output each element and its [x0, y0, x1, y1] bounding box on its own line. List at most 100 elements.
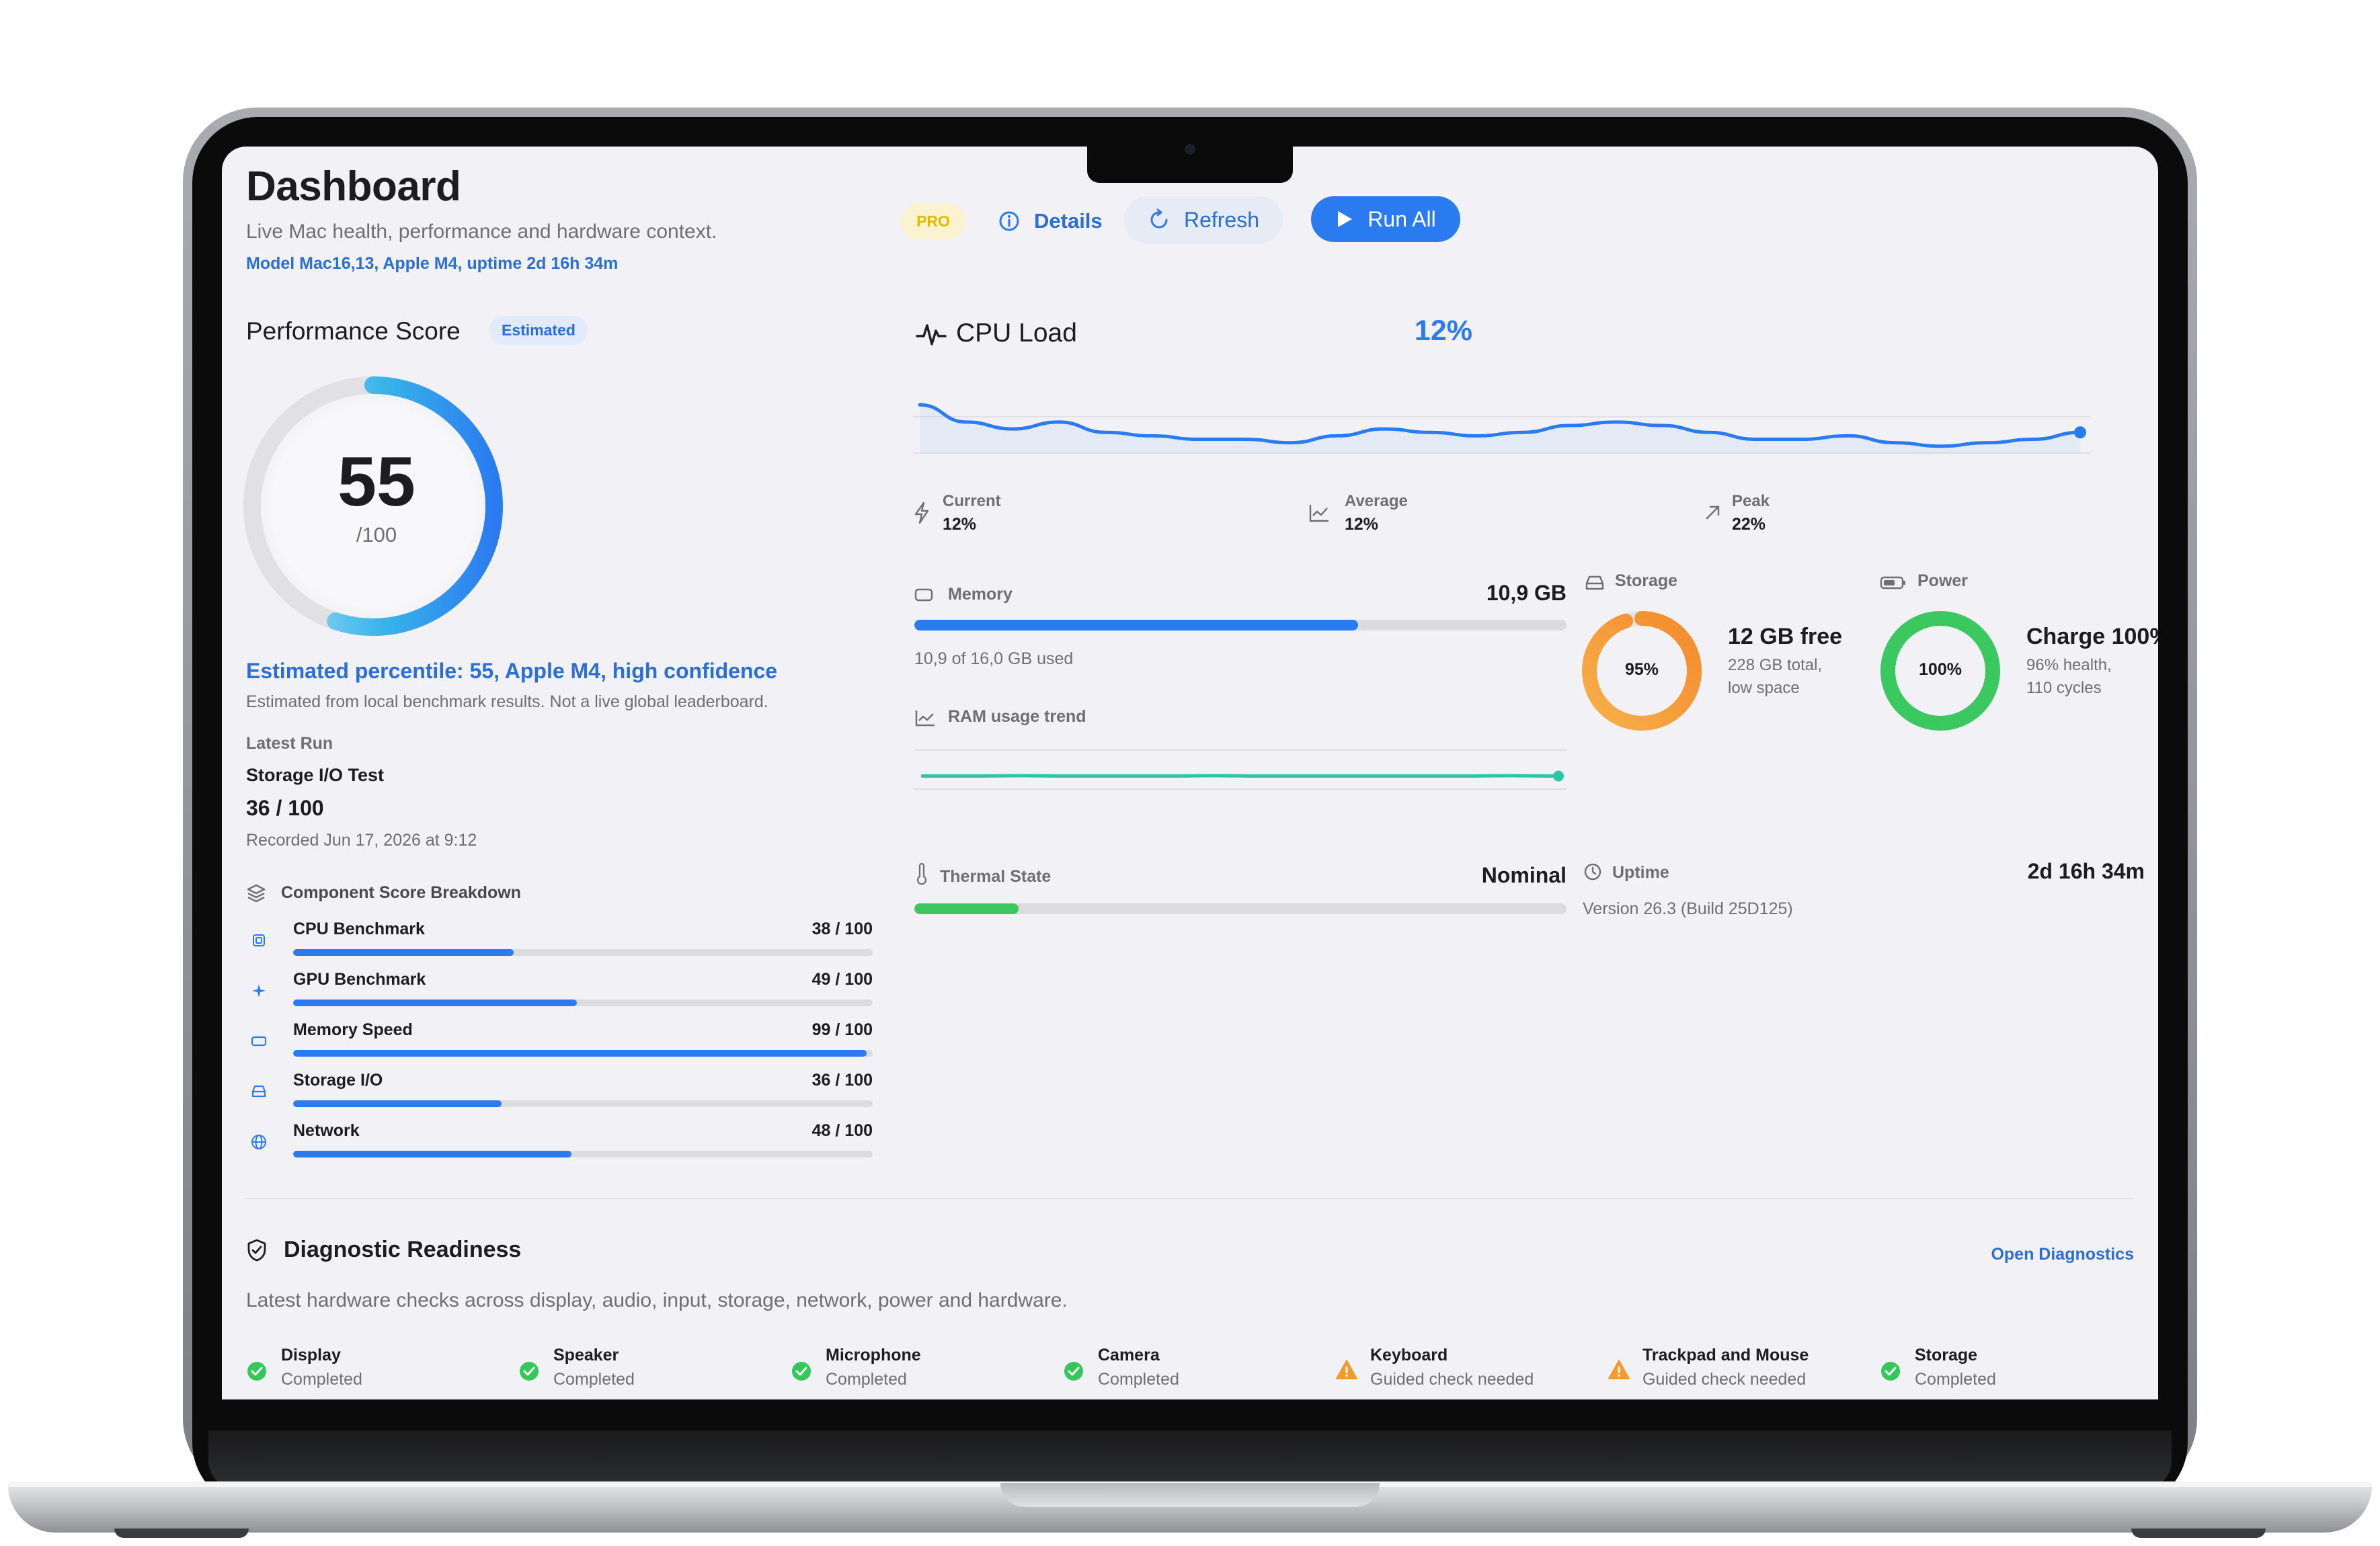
thermal-bar — [914, 903, 1566, 914]
warning-icon — [1336, 1360, 1357, 1379]
component-bar-fill — [293, 949, 514, 956]
score-gauge — [243, 376, 503, 636]
check-circle-icon — [247, 1362, 266, 1381]
check-status: Completed — [281, 1370, 362, 1389]
component-bar — [293, 1100, 873, 1107]
latest-test-name: Storage I/O Test — [246, 765, 385, 785]
breakdown-title: Component Score Breakdown — [281, 883, 521, 902]
storage-label: Storage — [1615, 571, 1678, 590]
component-score: 36 / 100 — [811, 1071, 873, 1090]
check-name: Camera — [1098, 1346, 1160, 1365]
cpu-load-chart — [913, 403, 2091, 454]
clock-icon — [1584, 863, 1601, 881]
ram-trend-icon — [915, 710, 935, 727]
check-status: Completed — [1098, 1370, 1179, 1389]
laptop-screen: Dashboard Live Mac health, performance a… — [222, 147, 2158, 1399]
cpu-average-label: Average — [1345, 492, 1408, 510]
cpu-icon — [253, 934, 265, 946]
cpu-value: 12% — [1414, 315, 1472, 347]
check-status: Guided check needed — [1642, 1370, 1807, 1389]
uptime-value: 2d 16h 34m — [2027, 859, 2145, 883]
component-bar-fill — [293, 1151, 571, 1157]
check-name: Storage — [1915, 1346, 1978, 1365]
check-status: Completed — [1915, 1370, 1996, 1389]
bezel-bottom — [222, 1399, 2158, 1430]
memory-icon — [914, 588, 933, 602]
component-name: Memory Speed — [293, 1020, 413, 1039]
component-bar — [293, 949, 873, 956]
arrow-up-right-icon — [1706, 505, 1720, 520]
cpu-peak-value: 22% — [1732, 515, 1766, 534]
component-name: Storage I/O — [293, 1071, 383, 1090]
power-headline: Charge 100% — [2026, 624, 2158, 649]
power-ring-text: 100% — [1919, 660, 1962, 679]
cpu-load-area — [920, 405, 2080, 453]
refresh-icon — [1150, 208, 1168, 229]
info-icon — [999, 211, 1019, 231]
page-title: Dashboard — [246, 163, 461, 210]
thermal-value: Nominal — [1481, 863, 1566, 887]
check-status: Guided check needed — [1370, 1370, 1534, 1389]
performance-title: Performance Score — [246, 317, 461, 345]
memory-used-text: 10,9 of 16,0 GB used — [914, 649, 1074, 668]
diagnostics-subtitle: Latest hardware checks across display, a… — [246, 1289, 1068, 1311]
check-circle-icon — [520, 1362, 539, 1381]
component-bar — [293, 1050, 873, 1057]
cpu-title: CPU Load — [956, 319, 1077, 348]
estimate-note: Estimated from local benchmark results. … — [246, 692, 768, 711]
layers-icon — [247, 884, 266, 903]
check-name: Keyboard — [1370, 1346, 1448, 1365]
waveform-icon — [916, 324, 947, 345]
storage-detail-status: low space — [1728, 679, 1800, 697]
model-line: Model Mac16,13, Apple M4, uptime 2d 16h … — [246, 254, 619, 273]
cpu-current-value: 12% — [943, 515, 977, 534]
shield-check-icon — [247, 1239, 266, 1262]
power-ring — [1880, 611, 2000, 731]
estimated-badge: Estimated — [489, 316, 588, 345]
memory-icon — [251, 1036, 267, 1047]
latest-test-score: 36 / 100 — [246, 796, 324, 820]
details-button[interactable]: Details — [986, 199, 1115, 243]
power-detail-cycles: 110 cycles — [2026, 679, 2102, 697]
check-status: Completed — [826, 1370, 907, 1389]
diagnostics-title: Diagnostic Readiness — [284, 1237, 522, 1262]
component-score: 38 / 100 — [811, 920, 873, 938]
memory-label: Memory — [948, 585, 1013, 604]
storage-ring-text: 95% — [1624, 660, 1659, 679]
component-name: CPU Benchmark — [293, 920, 425, 938]
ram-trend-current-point — [1553, 770, 1564, 782]
power-ring-arc — [1880, 611, 2000, 731]
open-diagnostics-link[interactable]: Open Diagnostics — [1991, 1245, 2134, 1264]
run-all-label: Run All — [1367, 206, 1436, 231]
battery-icon — [1880, 576, 1905, 589]
component-bar-fill — [293, 1000, 578, 1006]
power-detail-health: 96% health, — [2026, 656, 2112, 674]
uptime-label: Uptime — [1612, 863, 1669, 882]
check-status: Completed — [553, 1370, 635, 1389]
storage-ring-arc — [1582, 611, 1702, 731]
check-circle-icon — [1881, 1362, 1900, 1381]
storage-headline: 12 GB free — [1728, 624, 1843, 649]
laptop-foot-right — [2131, 1529, 2266, 1538]
power-label: Power — [1917, 571, 1969, 590]
component-bar — [293, 1000, 873, 1006]
section-divider — [246, 1198, 2134, 1199]
sparkle-icon — [252, 984, 266, 998]
bolt-icon — [914, 501, 929, 524]
component-score: 99 / 100 — [811, 1020, 873, 1039]
memory-value: 10,9 GB — [1486, 581, 1566, 605]
pro-badge-label: PRO — [916, 212, 950, 230]
component-name: GPU Benchmark — [293, 970, 426, 989]
score-max: /100 — [356, 523, 397, 546]
component-score: 49 / 100 — [811, 970, 873, 989]
dashboard-app: Dashboard Live Mac health, performance a… — [222, 147, 2158, 1399]
laptop-hinge — [208, 1430, 2172, 1488]
refresh-button[interactable]: Refresh — [1124, 196, 1283, 243]
trend-chart-icon — [1309, 505, 1328, 522]
play-icon — [1338, 211, 1353, 227]
cpu-average-value: 12% — [1345, 515, 1379, 534]
component-bar-fill — [293, 1050, 867, 1057]
score-gauge-arc — [243, 376, 503, 636]
component-score: 48 / 100 — [811, 1121, 873, 1140]
run-all-button[interactable]: Run All — [1311, 196, 1460, 242]
